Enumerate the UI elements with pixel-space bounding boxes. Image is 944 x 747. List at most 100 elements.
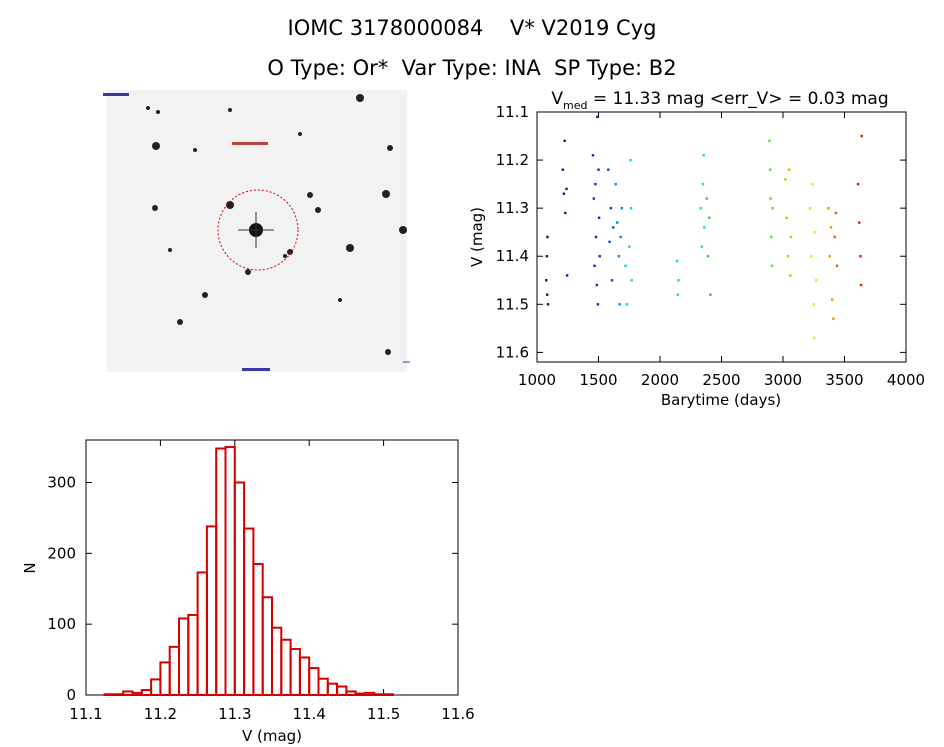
histogram-bar [150, 678, 162, 697]
histogram-bar [112, 693, 125, 696]
histogram-bar [280, 638, 292, 696]
histogram-bar [215, 447, 227, 696]
light-curve-title-sub: med [563, 99, 587, 112]
finder-star [152, 142, 160, 150]
finder-star [228, 108, 232, 112]
light-curve-xtick-label: 1000 [518, 371, 556, 389]
light-curve-ytick-label: 11.2 [496, 151, 529, 169]
light-curve-point [815, 279, 818, 282]
light-curve-point [619, 235, 622, 239]
light-curve-point [701, 182, 705, 186]
finder-star [202, 292, 208, 298]
histogram-bar [224, 446, 236, 697]
light-curve-point [831, 298, 834, 301]
light-curve-point [768, 139, 771, 143]
finder-image [103, 90, 410, 372]
histogram-bar [336, 685, 348, 696]
histogram-ytick-label: 200 [47, 544, 76, 562]
light-curve-point [812, 303, 815, 306]
light-curve-point [562, 192, 566, 195]
light-curve-point [771, 206, 774, 210]
histogram-bar [373, 693, 385, 696]
histogram-bar [271, 626, 283, 696]
light-curve-point [591, 154, 595, 157]
light-curve-point [596, 303, 600, 306]
light-curve-point [827, 206, 830, 210]
light-curve-point [546, 303, 550, 306]
light-curve-point [564, 211, 567, 215]
histogram-bar [103, 693, 115, 696]
histogram-bar [168, 645, 180, 696]
light-curve-point [709, 293, 712, 296]
histogram-bar [382, 693, 394, 696]
light-curve-point [787, 168, 791, 171]
light-curve-point [608, 240, 611, 244]
light-curve-ytick-label: 11.6 [496, 343, 529, 361]
light-curve-xtick-label: 4000 [887, 371, 925, 389]
histogram-ytick-label: 0 [66, 686, 76, 704]
light-curve-point [617, 255, 620, 258]
light-curve-point [545, 279, 548, 282]
light-curve-point [832, 317, 835, 320]
light-curve-chart: Vmed = 11.33 mag <err_V> = 0.03 mag 1000… [468, 89, 925, 409]
histogram-bar [261, 596, 273, 696]
light-curve-point [808, 206, 812, 210]
histogram-xtick-label: 11.1 [69, 705, 102, 723]
histogram-bar [326, 682, 339, 697]
light-curve-xtick-label: 3000 [764, 371, 802, 389]
light-curve-point [607, 168, 610, 171]
finder-star [152, 205, 158, 211]
light-curve-xtick-label: 2500 [702, 371, 740, 389]
chart-title-line-2: O Type: Or* Var Type: INA SP Type: B2 [267, 56, 677, 80]
light-curve-point [785, 216, 788, 219]
light-curve-point [786, 255, 790, 258]
finder-star [156, 110, 160, 114]
light-curve-point [768, 168, 772, 171]
light-curve-point [708, 216, 711, 219]
light-curve-xtick-label: 2000 [641, 371, 679, 389]
light-curve-point [565, 274, 569, 277]
light-curve-point [594, 182, 597, 186]
histogram-bar [298, 656, 311, 696]
finder-star [315, 207, 321, 213]
light-curve-point [594, 235, 598, 239]
histogram-xtick-label: 11.6 [441, 705, 474, 723]
light-curve-ylabel: V (mag) [468, 207, 486, 267]
histogram-bar [243, 527, 255, 696]
light-curve-point [810, 255, 813, 258]
chart-title-line-1: IOMC 3178000084 V* V2019 Cyg [287, 16, 657, 40]
light-curve-point [624, 264, 627, 268]
light-curve-point [705, 197, 708, 200]
light-curve-point [860, 134, 863, 138]
histogram-bar [196, 571, 208, 696]
light-curve-point [629, 206, 633, 210]
finder-star [382, 190, 390, 198]
light-curve-ytick-label: 11.1 [496, 103, 529, 121]
histogram-xtick-label: 11.2 [144, 705, 177, 723]
histogram-bar [364, 691, 376, 696]
light-curve-point [565, 187, 568, 191]
histogram-chart: 11.1 11.2 11.3 11.4 11.5 11.6 0 100 200 300 V (ma… [21, 439, 475, 745]
light-curve-point [859, 255, 862, 258]
light-curve-point [545, 255, 549, 258]
light-curve-point [813, 230, 817, 234]
histogram-bar [205, 525, 218, 696]
light-curve-point [706, 255, 710, 258]
light-curve-point [597, 216, 601, 219]
light-curve-point [813, 336, 816, 340]
light-curve-plot-frame [536, 111, 907, 363]
finder-star [177, 319, 183, 325]
light-curve-point [614, 182, 617, 186]
histogram-bar [122, 690, 134, 697]
light-curve-point [612, 226, 615, 229]
histogram-bar [308, 667, 320, 696]
light-curve-points [545, 115, 863, 340]
finder-star [346, 244, 354, 252]
finder-star [245, 269, 251, 275]
finder-star [146, 106, 150, 110]
light-curve-point [770, 264, 774, 268]
light-curve-point [629, 158, 632, 162]
histogram-xtick-label: 11.5 [367, 705, 400, 723]
light-curve-point [596, 115, 599, 119]
histogram-bar [131, 691, 143, 696]
